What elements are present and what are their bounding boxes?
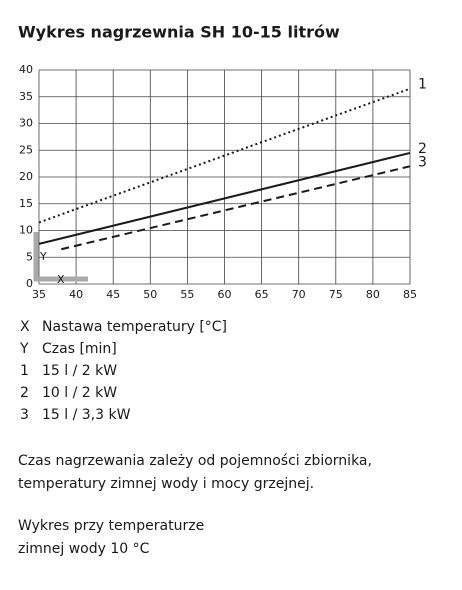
y-tick-label: 5 <box>26 250 33 263</box>
key-symbol: X <box>20 319 30 335</box>
y-tick-label: 0 <box>26 277 33 290</box>
key-symbol: Y <box>19 341 29 357</box>
x-tick-label: 80 <box>366 288 380 301</box>
key-symbol: 2 <box>20 385 29 401</box>
series-label: 1 <box>418 77 427 93</box>
x-tick-label: 35 <box>32 288 46 301</box>
chart-title: Wykres nagrzewnia SH 10-15 litrów <box>18 23 340 42</box>
note: temperatury zimnej wody i mocy grzejnej. <box>18 476 314 492</box>
line <box>61 165 411 251</box>
y-tick-label: 10 <box>19 224 33 237</box>
note: Czas nagrzewania zależy od pojemności zb… <box>18 453 372 469</box>
note: Wykres przy temperaturze <box>18 518 204 534</box>
key-text: Nastawa temperatury [°C] <box>42 319 227 335</box>
line <box>38 151 411 245</box>
x-tick-label: 50 <box>143 288 157 301</box>
y-tick-label: 20 <box>19 170 33 183</box>
x-tick-label: 45 <box>106 288 120 301</box>
y-tick-label: 15 <box>19 197 33 210</box>
key-text: Czas [min] <box>42 341 117 357</box>
y-tick-label: 30 <box>19 117 33 130</box>
x-tick-label: 85 <box>403 288 417 301</box>
note: zimnej wody 10 °C <box>18 541 150 557</box>
x-tick-label: 40 <box>69 288 83 301</box>
x-axis-label: X <box>57 273 65 286</box>
series-label: 2 <box>418 141 427 157</box>
line <box>38 87 411 224</box>
x-tick-label: 70 <box>292 288 306 301</box>
y-tick-label: 25 <box>19 143 33 156</box>
y-tick-label: 40 <box>19 63 33 76</box>
series-label: 3 <box>418 154 427 170</box>
key-symbol: 1 <box>20 363 29 379</box>
key-symbol: 3 <box>20 407 29 423</box>
key-text: 10 l / 2 kW <box>42 385 117 401</box>
x-tick-label: 60 <box>218 288 232 301</box>
y-tick-label: 35 <box>19 90 33 103</box>
x-tick-label: 55 <box>180 288 194 301</box>
x-tick-label: 65 <box>255 288 269 301</box>
axis-icon <box>33 232 88 282</box>
key-text: 15 l / 3,3 kW <box>42 407 131 423</box>
key-text: 15 l / 2 kW <box>42 363 117 379</box>
y-axis-label: Y <box>39 250 47 263</box>
x-tick-label: 75 <box>329 288 343 301</box>
